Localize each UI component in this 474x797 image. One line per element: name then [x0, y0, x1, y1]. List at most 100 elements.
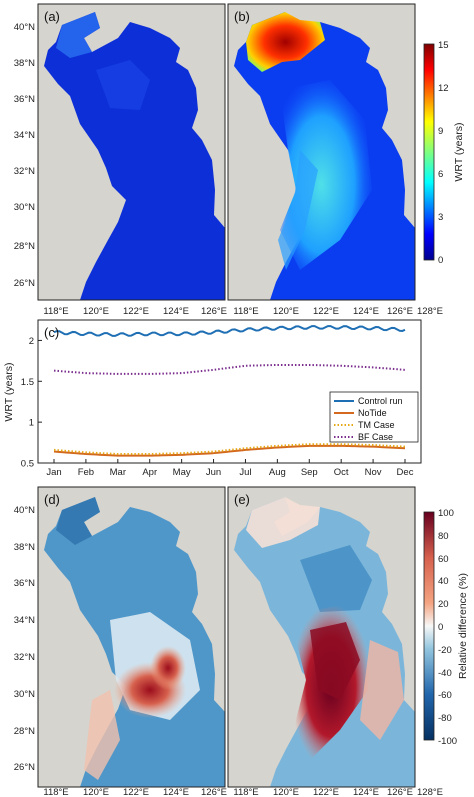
x-tick-label: Oct — [334, 467, 349, 478]
lat-tick: 36°N — [14, 578, 35, 589]
lon-tick: 120°E — [83, 306, 109, 317]
lat-tick: 34°N — [14, 615, 35, 626]
lat-tick: 38°N — [14, 542, 35, 553]
cbar-tick: -60 — [438, 690, 452, 701]
cbar-tick: 9 — [438, 126, 443, 137]
lon-tick: 118°E — [43, 306, 68, 317]
x-tick-label: Jun — [206, 467, 221, 478]
cbar-tick: -20 — [438, 645, 452, 656]
lat-tick: 34°N — [14, 130, 35, 141]
panel-label-a: (a) — [44, 9, 60, 24]
cbar-tick: 40 — [438, 576, 449, 587]
cbar-tick: 0 — [438, 255, 443, 266]
colorbar-wrt-label: WRT (years) — [453, 122, 465, 181]
lon-tick: 124°E — [353, 306, 379, 317]
lat-tick: 26°N — [14, 762, 35, 773]
lat-tick: 32°N — [14, 166, 35, 177]
cbar-tick: 0 — [438, 622, 443, 633]
series-layer — [53, 325, 406, 457]
colorbar-reldiff-ticks: 100 80 60 40 20 0 -20 -40 -60 -80 -100 — [438, 508, 457, 747]
map-panel-b — [228, 4, 415, 300]
x-tick-label: Apr — [142, 467, 157, 478]
series-line-tm-case — [53, 443, 406, 456]
lat-tick: 40°N — [14, 505, 35, 516]
series-line-bf-case — [53, 363, 406, 375]
panel-label-b: (b) — [234, 9, 250, 24]
lon-tick: 122°E — [313, 306, 339, 317]
lon-tick: 120°E — [273, 306, 299, 317]
lat-ticks-bottom: 40°N 38°N 36°N 34°N 32°N 30°N 28°N 26°N — [14, 505, 35, 773]
lon-tick: 128°E — [417, 306, 443, 317]
legend-label: Control run — [358, 396, 403, 406]
chart-y-axis-label: WRT (years) — [3, 362, 15, 421]
lat-tick: 36°N — [14, 94, 35, 105]
lon-tick: 122°E — [123, 787, 149, 797]
cbar-tick: 100 — [438, 508, 454, 519]
map-frame-d — [37, 486, 226, 788]
lon-ticks-bottom: 118°E 120°E 122°E 124°E 126°E 118°E 120°… — [43, 787, 443, 797]
panel-label-e: (e) — [234, 492, 250, 507]
cbar-tick: 15 — [438, 40, 449, 51]
cbar-tick: 3 — [438, 212, 443, 223]
x-tick-label: Mar — [110, 467, 126, 478]
cbar-tick: -40 — [438, 668, 452, 679]
lat-tick: 26°N — [14, 278, 35, 289]
lon-tick: 118°E — [233, 306, 258, 317]
lat-tick: 40°N — [14, 22, 35, 33]
legend: Control run NoTide TM Case BF Case — [329, 391, 419, 443]
legend-label: TM Case — [358, 420, 395, 430]
panel-label-d: (d) — [44, 492, 60, 507]
map-panel-d — [38, 487, 225, 787]
lon-tick: 126°E — [201, 306, 227, 317]
map-panel-e — [228, 487, 415, 787]
lon-tick: 120°E — [273, 787, 299, 797]
cbar-tick: -80 — [438, 713, 452, 724]
legend-label: NoTide — [358, 408, 387, 418]
lon-tick: 122°E — [313, 787, 339, 797]
cbar-tick: 12 — [438, 83, 449, 94]
cbar-tick: -100 — [438, 736, 457, 747]
y-axis-ticks: 0.5 1 1.5 2 — [21, 336, 42, 470]
x-tick-label: May — [173, 467, 191, 478]
x-axis-ticks: Jan Feb Mar Apr May Jun Jul Aug Sep Oct Nov Dec — [46, 459, 414, 478]
lon-tick: 126°E — [201, 787, 227, 797]
lon-tick: 124°E — [353, 787, 379, 797]
lat-tick: 30°N — [14, 689, 35, 700]
series-line-notide — [53, 444, 406, 457]
map-panel-a — [38, 4, 225, 300]
y-tick-label: 2 — [29, 336, 34, 347]
lat-tick: 32°N — [14, 652, 35, 663]
sea-area-a — [44, 12, 225, 300]
lon-tick: 126°E — [387, 306, 413, 317]
lon-ticks-top: 118°E 120°E 122°E 124°E 126°E 118°E 120°… — [43, 306, 443, 317]
lon-tick: 120°E — [83, 787, 109, 797]
lon-tick: 122°E — [123, 306, 149, 317]
x-tick-label: Nov — [365, 467, 382, 478]
cbar-tick: 80 — [438, 531, 449, 542]
lon-tick: 124°E — [163, 787, 189, 797]
x-tick-label: Feb — [78, 467, 94, 478]
map-frame-b — [227, 3, 416, 301]
y-tick-label: 0.5 — [21, 459, 34, 470]
lon-tick: 118°E — [233, 787, 258, 797]
x-tick-label: Jul — [239, 467, 251, 478]
lat-ticks-top: 40°N 38°N 36°N 34°N 32°N 30°N 28°N 26°N — [14, 22, 35, 289]
lat-tick: 30°N — [14, 202, 35, 213]
y-tick-label: 1 — [29, 418, 34, 429]
cbar-tick: 60 — [438, 554, 449, 565]
chart-panel-label: (c) — [44, 325, 59, 340]
colorbar-wrt — [423, 43, 435, 261]
x-tick-label: Dec — [397, 467, 414, 478]
x-tick-label: Sep — [301, 467, 318, 478]
lon-tick: 118°E — [43, 787, 68, 797]
map-frame-e — [227, 486, 416, 788]
colorbar-reldiff-label: Relative difference (%) — [457, 573, 469, 679]
lat-tick: 28°N — [14, 726, 35, 737]
cbar-tick: 20 — [438, 599, 449, 610]
colorbar-wrt-ticks: 15 12 9 6 3 0 — [438, 40, 449, 266]
legend-label: BF Case — [358, 432, 393, 442]
y-tick-label: 1.5 — [21, 377, 34, 388]
lon-tick: 128°E — [417, 787, 443, 797]
line-chart-c: 0.5 1 1.5 2 Jan Feb Mar Apr May Jun Jul Aug Sep Oct N… — [3, 319, 422, 478]
